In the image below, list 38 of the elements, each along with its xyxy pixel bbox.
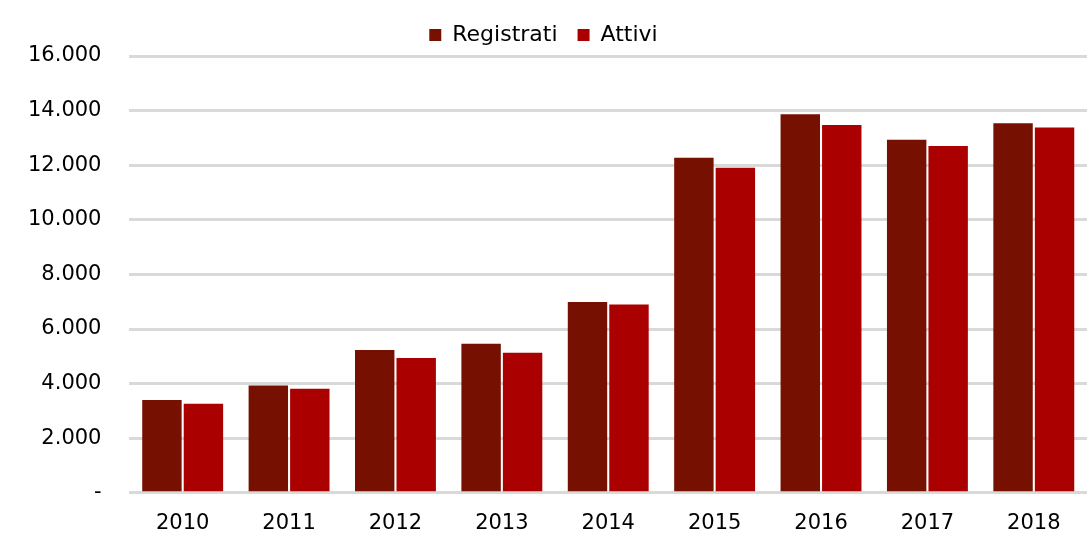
bar: [674, 157, 714, 492]
bar: [355, 350, 395, 492]
legend-label: Registrati: [452, 20, 558, 46]
bar: [142, 399, 182, 492]
y-tick-label: -: [93, 479, 102, 504]
y-tick-label: 8.000: [41, 260, 102, 285]
bar: [248, 385, 289, 492]
x-tick-label: 2013: [475, 509, 529, 534]
x-tick-label: 2017: [900, 509, 955, 534]
x-tick-label: 2016: [794, 509, 848, 534]
bar: [567, 301, 608, 492]
bar: [396, 357, 436, 492]
bar: [886, 139, 927, 492]
bar: [183, 403, 224, 492]
y-tick-label: 10.000: [28, 206, 102, 231]
bar: [461, 343, 501, 492]
x-tick-label: 2018: [1007, 509, 1061, 534]
y-tick-label: 4.000: [41, 370, 102, 395]
legend-label: Attivi: [600, 20, 658, 46]
bar: [928, 146, 968, 492]
bar: [1034, 127, 1075, 492]
x-tick-label: 2014: [581, 509, 635, 534]
bar: [609, 304, 649, 492]
y-tick-label: 6.000: [41, 315, 102, 340]
x-tick-label: 2011: [262, 509, 316, 534]
bar: [715, 167, 756, 492]
bar: [993, 123, 1033, 492]
bar: [780, 114, 820, 492]
x-tick-label: 2012: [368, 509, 423, 534]
bar: [290, 388, 330, 492]
y-tick-label: 16.000: [28, 42, 102, 67]
y-tick-label: 14.000: [28, 97, 102, 122]
bar: [502, 352, 543, 492]
bar: [822, 125, 862, 492]
y-tick-label: 2.000: [41, 424, 102, 449]
y-tick-label: 12.000: [28, 151, 102, 176]
x-tick-label: 2010: [155, 509, 210, 534]
x-tick-label: 2015: [687, 509, 742, 534]
